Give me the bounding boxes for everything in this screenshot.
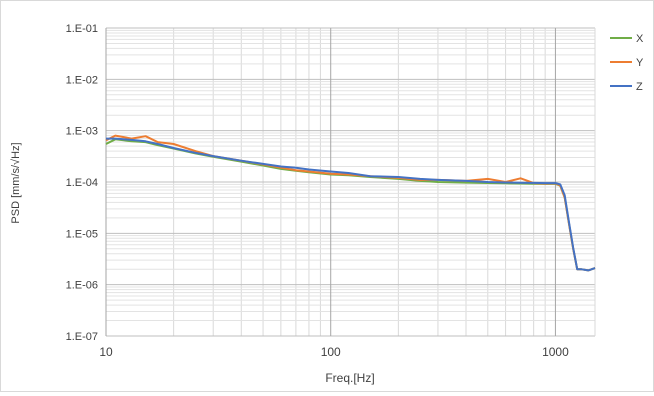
legend: XYZ [610, 33, 644, 93]
tick-labels: 1.E-07 1.E-06 1.E-05 1.E-04 1.E-03 1.E-02 1.E-… [66, 23, 570, 359]
major-gridlines [105, 27, 596, 337]
x-tick-label: 100 [321, 345, 341, 359]
y-tick-label: 1.E-01 [66, 23, 98, 35]
legend-label-z: Z [636, 81, 643, 93]
series-line-y [105, 134, 596, 272]
y-tick-label: 1.E-06 [66, 280, 98, 292]
x-tick-label: 1000 [542, 345, 569, 359]
y-tick-label: 1.E-03 [66, 126, 98, 138]
series-lines [105, 134, 596, 272]
y-tick-label: 1.E-07 [66, 331, 98, 343]
x-tick-label: 10 [99, 345, 113, 359]
series-line-z [106, 137, 596, 272]
y-tick-label: 1.E-05 [66, 228, 98, 240]
y-tick-label: 1.E-02 [66, 74, 98, 86]
y-tick-label: 1.E-04 [66, 177, 98, 189]
legend-label-x: X [636, 33, 644, 45]
y-axis-label: PSD [mm/s/√Hz] [10, 142, 22, 223]
legend-label-y: Y [636, 57, 644, 69]
x-axis-label: Freq.[Hz] [325, 371, 374, 385]
series-line-x [105, 138, 596, 272]
